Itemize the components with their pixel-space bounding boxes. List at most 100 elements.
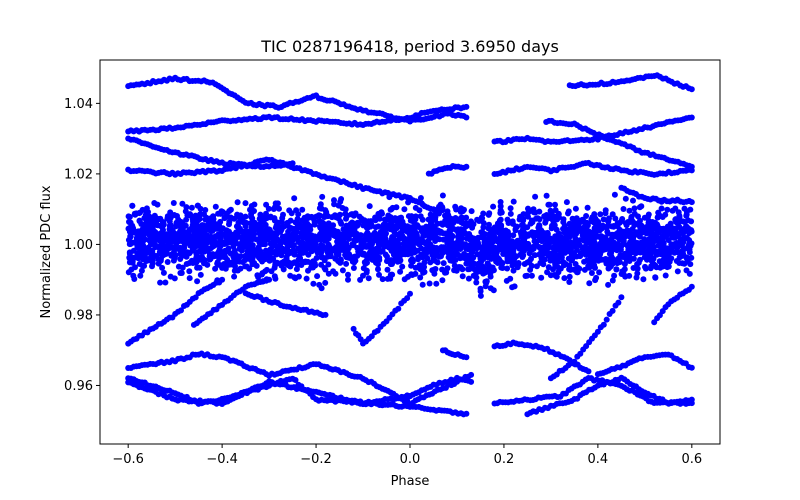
- core-point: [135, 255, 142, 262]
- core-point: [516, 216, 523, 223]
- core-point: [673, 239, 680, 246]
- core-point: [387, 206, 394, 213]
- core-point: [662, 272, 669, 279]
- core-point: [210, 237, 217, 244]
- core-point: [350, 265, 357, 271]
- core-point: [387, 245, 394, 252]
- core-point: [218, 208, 225, 215]
- core-point: [322, 279, 329, 286]
- core-point: [676, 254, 683, 261]
- core-point: [193, 259, 200, 266]
- core-point: [253, 262, 260, 269]
- x-tick-label: 0.4: [588, 452, 609, 467]
- core-point: [613, 258, 620, 265]
- core-point: [248, 236, 255, 243]
- core-point: [543, 212, 550, 218]
- core-point: [314, 273, 321, 280]
- core-point: [473, 245, 480, 252]
- core-point: [674, 268, 681, 275]
- core-point: [622, 195, 629, 202]
- core-point: [415, 223, 422, 230]
- core-point: [661, 228, 668, 235]
- core-point: [473, 269, 480, 276]
- core-point: [305, 267, 311, 274]
- core-point: [288, 210, 295, 217]
- core-point: [597, 240, 604, 247]
- core-point: [684, 244, 691, 251]
- core-point: [628, 215, 635, 222]
- core-point: [634, 265, 641, 272]
- core-point: [199, 222, 206, 229]
- core-point: [125, 237, 132, 243]
- core-point: [641, 236, 648, 243]
- core-point: [351, 259, 358, 266]
- core-point: [170, 257, 177, 264]
- core-point: [470, 235, 477, 242]
- core-point: [137, 272, 144, 279]
- core-point: [339, 267, 346, 274]
- core-point: [611, 272, 618, 279]
- core-point: [477, 292, 484, 299]
- core-point: [556, 214, 562, 221]
- core-point: [330, 222, 337, 229]
- core-point: [332, 255, 339, 262]
- core-point: [643, 228, 650, 235]
- core-point: [613, 266, 620, 273]
- core-point: [376, 240, 382, 247]
- core-point: [392, 255, 399, 262]
- core-point: [185, 238, 192, 245]
- curve-point: [178, 307, 184, 314]
- core-point: [239, 233, 246, 240]
- core-point: [361, 217, 368, 224]
- core-point: [407, 229, 414, 236]
- chart-title: TIC 0287196418, period 3.6950 days: [260, 37, 559, 56]
- core-point: [237, 265, 244, 272]
- core-point: [538, 238, 545, 245]
- core-point: [438, 244, 445, 251]
- core-point: [463, 223, 469, 230]
- core-point: [401, 206, 408, 213]
- core-point: [616, 236, 623, 243]
- core-point: [136, 218, 143, 225]
- core-point: [230, 243, 237, 250]
- core-point: [343, 240, 350, 247]
- curve-point: [618, 294, 625, 301]
- curve-point: [463, 114, 470, 121]
- core-point: [370, 252, 377, 259]
- core-point: [360, 272, 366, 279]
- core-point: [179, 228, 186, 235]
- core-point: [226, 218, 233, 225]
- core-point: [514, 264, 521, 271]
- core-point: [499, 247, 506, 254]
- core-point: [148, 240, 155, 247]
- core-point: [688, 227, 695, 234]
- core-point: [448, 221, 455, 228]
- core-point: [325, 261, 332, 268]
- core-point: [664, 206, 671, 213]
- core-point: [479, 229, 486, 236]
- core-point: [687, 261, 694, 268]
- core-point: [292, 219, 299, 226]
- core-point: [507, 210, 514, 217]
- core-point: [360, 222, 367, 229]
- core-point: [302, 244, 309, 251]
- core-point: [482, 283, 489, 290]
- core-point: [291, 274, 298, 281]
- core-point: [295, 211, 302, 218]
- core-point: [212, 265, 219, 272]
- core-point: [225, 234, 232, 241]
- core-point: [325, 250, 331, 257]
- core-point: [331, 197, 337, 204]
- core-point: [579, 245, 586, 252]
- core-point: [627, 239, 634, 246]
- y-axis-label: Normalized PDC flux: [39, 185, 54, 318]
- core-point: [520, 240, 527, 247]
- core-point: [320, 255, 327, 262]
- core-point: [498, 259, 505, 266]
- core-point: [443, 247, 450, 254]
- core-point: [147, 224, 154, 231]
- core-point: [361, 259, 368, 266]
- plot-frame: [99, 59, 721, 445]
- core-point: [527, 247, 534, 254]
- core-point: [373, 245, 380, 252]
